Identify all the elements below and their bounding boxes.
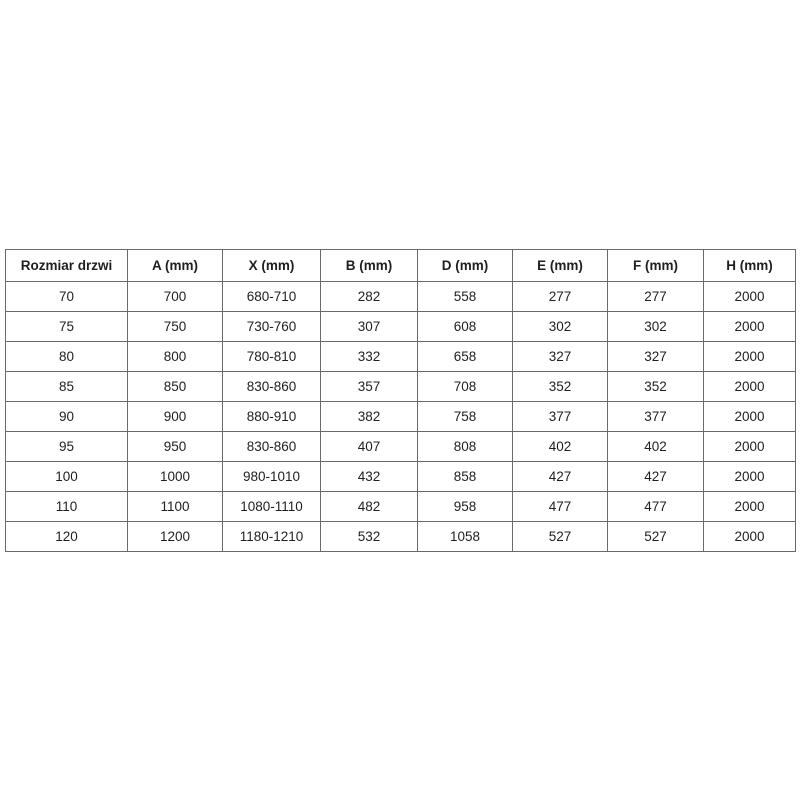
table-cell: 402 [512,431,608,462]
table-cell: 477 [607,491,704,522]
table-cell: 277 [512,281,608,312]
table-cell: 95 [5,431,128,462]
table-cell: 332 [320,341,418,372]
table-cell: 680-710 [222,281,321,312]
table-cell: 327 [512,341,608,372]
table-cell: 2000 [703,341,796,372]
table-cell: 427 [607,461,704,492]
table-cell: 658 [417,341,513,372]
table-row: 85 850 830-860 357 708 352 352 2000 [5,371,796,402]
table-cell: 1058 [417,521,513,552]
table-cell: 327 [607,341,704,372]
table-cell: 302 [607,311,704,342]
table-cell: 758 [417,401,513,432]
table-cell: 482 [320,491,418,522]
table-cell: 2000 [703,431,796,462]
table-cell: 708 [417,371,513,402]
table-cell: 950 [127,431,223,462]
table-row: 80 800 780-810 332 658 327 327 2000 [5,341,796,372]
table-cell: 377 [512,401,608,432]
table-cell: 282 [320,281,418,312]
table-cell: 402 [607,431,704,462]
table-cell: 357 [320,371,418,402]
table-cell: 808 [417,431,513,462]
table-cell: 700 [127,281,223,312]
table-row: 70 700 680-710 282 558 277 277 2000 [5,281,796,312]
table-cell: 307 [320,311,418,342]
table-cell: 2000 [703,461,796,492]
table-cell: 880-910 [222,401,321,432]
table-cell: 1200 [127,521,223,552]
table-cell: 407 [320,431,418,462]
table-cell: 382 [320,401,418,432]
table-cell: 730-760 [222,311,321,342]
table-cell: 780-810 [222,341,321,372]
column-header: A (mm) [127,249,223,282]
table-cell: 427 [512,461,608,492]
column-header: Rozmiar drzwi [5,249,128,282]
table-cell: 120 [5,521,128,552]
table-cell: 302 [512,311,608,342]
table-cell: 80 [5,341,128,372]
table-cell: 2000 [703,491,796,522]
table-cell: 1000 [127,461,223,492]
table-row: 90 900 880-910 382 758 377 377 2000 [5,401,796,432]
table-cell: 850 [127,371,223,402]
table-cell: 532 [320,521,418,552]
table-cell: 70 [5,281,128,312]
table-cell: 830-860 [222,431,321,462]
column-header: H (mm) [703,249,796,282]
column-header: X (mm) [222,249,321,282]
table-cell: 277 [607,281,704,312]
table-body: 70 700 680-710 282 558 277 277 2000 75 750 730-760… [5,281,796,552]
table-cell: 2000 [703,521,796,552]
table-cell: 377 [607,401,704,432]
column-header: F (mm) [607,249,704,282]
table-cell: 90 [5,401,128,432]
table-cell: 75 [5,311,128,342]
table-cell: 750 [127,311,223,342]
table-cell: 432 [320,461,418,492]
table-cell: 2000 [703,281,796,312]
table-row: 75 750 730-760 307 608 302 302 2000 [5,311,796,342]
table-row: 110 1100 1080-1110 482 958 477 477 2000 [5,491,796,522]
table-cell: 352 [607,371,704,402]
table-cell: 608 [417,311,513,342]
table-cell: 527 [512,521,608,552]
table-cell: 110 [5,491,128,522]
table-header: Rozmiar drzwi A (mm) X (mm) B (mm) D (mm) E (… [5,249,796,282]
table-cell: 830-860 [222,371,321,402]
table-cell: 527 [607,521,704,552]
table-cell: 477 [512,491,608,522]
table-cell: 100 [5,461,128,492]
table-cell: 2000 [703,371,796,402]
table-cell: 800 [127,341,223,372]
table-cell: 958 [417,491,513,522]
table-row: 100 1000 980-1010 432 858 427 427 2000 [5,461,796,492]
table-cell: 900 [127,401,223,432]
table-cell: 1180-1210 [222,521,321,552]
table-cell: 1080-1110 [222,491,321,522]
column-header: B (mm) [320,249,418,282]
table-cell: 980-1010 [222,461,321,492]
table-cell: 2000 [703,311,796,342]
table-cell: 85 [5,371,128,402]
header-row: Rozmiar drzwi A (mm) X (mm) B (mm) D (mm) E (… [5,249,796,282]
table-cell: 1100 [127,491,223,522]
column-header: E (mm) [512,249,608,282]
table-cell: 558 [417,281,513,312]
column-header: D (mm) [417,249,513,282]
table-row: 120 1200 1180-1210 532 1058 527 527 2000 [5,521,796,552]
dimensions-table-container: Rozmiar drzwi A (mm) X (mm) B (mm) D (mm) E (… [5,249,796,552]
table-cell: 352 [512,371,608,402]
dimensions-table: Rozmiar drzwi A (mm) X (mm) B (mm) D (mm) E (… [5,249,796,552]
table-cell: 2000 [703,401,796,432]
table-row: 95 950 830-860 407 808 402 402 2000 [5,431,796,462]
table-cell: 858 [417,461,513,492]
